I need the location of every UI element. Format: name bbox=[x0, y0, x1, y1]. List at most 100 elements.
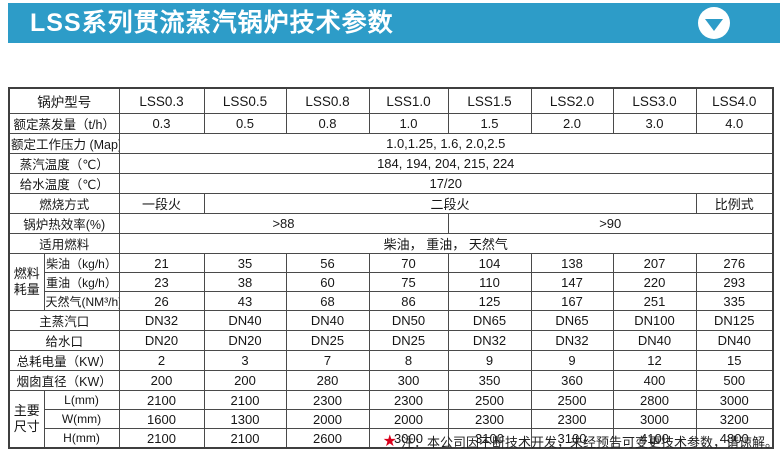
group-label: 燃料耗量 bbox=[8, 253, 45, 311]
row-label: 给水口 bbox=[8, 330, 120, 351]
spec-table-body: 锅炉型号 LSS0.3 LSS0.5 LSS0.8 LSS1.0 LSS1.5 LSS2.0… bbox=[8, 87, 774, 449]
cell-value: DN40 bbox=[612, 330, 697, 351]
cell-value: 2500 bbox=[530, 390, 614, 410]
cell-value: 4800 bbox=[695, 428, 774, 449]
row-label: 烟囱直径（KW） bbox=[8, 370, 120, 391]
column-header: LSS3.0 bbox=[612, 87, 697, 114]
cell-value: 2100 bbox=[203, 390, 287, 410]
sub-row-label: 柴油（kg/h） bbox=[43, 253, 120, 273]
row-label: 燃烧方式 bbox=[8, 193, 120, 214]
column-header: LSS0.5 bbox=[203, 87, 287, 114]
cell-value: DN100 bbox=[612, 310, 697, 331]
cell-value: 125 bbox=[447, 291, 532, 311]
cell-value: 4.0 bbox=[695, 113, 774, 134]
cell-value: 2 bbox=[118, 350, 205, 371]
cell-value: 比例式 bbox=[695, 193, 774, 214]
banner-title: LSS系列贯流蒸汽锅炉技术参数 bbox=[30, 9, 394, 37]
column-header: LSS4.0 bbox=[695, 87, 774, 114]
cell-value: 0.5 bbox=[203, 113, 287, 134]
cell-value: 43 bbox=[203, 291, 287, 311]
row-label: 适用燃料 bbox=[8, 233, 120, 254]
cell-value: DN20 bbox=[203, 330, 287, 351]
cell-value: 104 bbox=[447, 253, 532, 273]
table-row: 适用燃料 柴油， 重油， 天然气 bbox=[8, 233, 774, 254]
cell-value: DN32 bbox=[530, 330, 614, 351]
cell-value: 2800 bbox=[612, 390, 697, 410]
cell-value: 2000 bbox=[368, 409, 449, 429]
cell-value: 335 bbox=[695, 291, 774, 311]
cell-value: 2100 bbox=[118, 390, 205, 410]
cell-value: 4100 bbox=[612, 428, 697, 449]
cell-value: 110 bbox=[447, 272, 532, 292]
cell-value: 21 bbox=[118, 253, 205, 273]
cell-value: 138 bbox=[530, 253, 614, 273]
cell-value: 8 bbox=[368, 350, 449, 371]
footer-note: ★ 注：本公司因不断技术开发，未经预告可变更技术参数，请谅解。 bbox=[383, 432, 778, 451]
table-row: 蒸汽温度（℃） 184, 194, 204, 215, 224 bbox=[8, 153, 774, 174]
cell-value: 1.0 bbox=[368, 113, 449, 134]
cell-value: 2300 bbox=[447, 409, 532, 429]
column-header: LSS0.3 bbox=[118, 87, 205, 114]
cell-value: 3.0 bbox=[612, 113, 697, 134]
cell-value: 167 bbox=[530, 291, 614, 311]
cell-value: 7 bbox=[285, 350, 370, 371]
dropdown-button[interactable] bbox=[698, 7, 730, 39]
column-header: LSS0.8 bbox=[285, 87, 370, 114]
row-label: 锅炉型号 bbox=[8, 87, 120, 114]
cell-value: 0.8 bbox=[285, 113, 370, 134]
table-row: 主要尺寸 L(mm) 2100 2100 2300 2300 2500 2500 2800 300… bbox=[8, 390, 774, 449]
cell-value: 12 bbox=[612, 350, 697, 371]
cell-value: 1600 bbox=[118, 409, 205, 429]
table-row: 燃料耗量 柴油（kg/h） 21 35 56 70 104 138 207 276 bbox=[8, 253, 774, 311]
cell-value: 2100 bbox=[118, 428, 205, 449]
row-label: 锅炉热效率(%) bbox=[8, 213, 120, 234]
table-row: 烟囱直径（KW） 200 200 280 300 350 360 400 500 bbox=[8, 370, 774, 391]
table-row: 给水口 DN20 DN20 DN25 DN25 DN32 DN32 DN40 DN40 bbox=[8, 330, 774, 351]
cell-value: 1.5 bbox=[447, 113, 532, 134]
sub-row-label: 天然气(NM³/h) bbox=[43, 291, 120, 311]
cell-value: 2000 bbox=[285, 409, 370, 429]
table-row: 锅炉热效率(%) >88 >90 bbox=[8, 213, 774, 234]
cell-value: 56 bbox=[285, 253, 370, 273]
table-row: H(mm) 2100 2100 2600 3000 3100 3100 4100 4800 bbox=[9, 428, 774, 449]
cell-value: 68 bbox=[285, 291, 370, 311]
cell-value: 3000 bbox=[695, 390, 774, 410]
table-row: W(mm) 1600 1300 2000 2000 2300 2300 3000 3200 bbox=[9, 409, 774, 429]
star-icon: ★ bbox=[382, 432, 397, 450]
cell-value: 75 bbox=[368, 272, 449, 292]
group-label: 主要尺寸 bbox=[8, 390, 45, 449]
row-label: 额定蒸发量（t/h） bbox=[8, 113, 120, 134]
cell-value: 2100 bbox=[203, 428, 287, 449]
cell-value: 3 bbox=[203, 350, 287, 371]
cell-value: 15 bbox=[695, 350, 774, 371]
cell-value: 200 bbox=[203, 370, 287, 391]
cell-value: 2300 bbox=[285, 390, 370, 410]
chevron-down-icon bbox=[705, 18, 723, 31]
cell-value: 38 bbox=[203, 272, 287, 292]
cell-value: 60 bbox=[285, 272, 370, 292]
cell-value: DN125 bbox=[695, 310, 774, 331]
banner: LSS系列贯流蒸汽锅炉技术参数 bbox=[8, 3, 780, 43]
column-header: LSS1.5 bbox=[447, 87, 532, 114]
cell-value: DN65 bbox=[530, 310, 614, 331]
cell-value: 3100 bbox=[530, 428, 614, 449]
footer-note-text: 注：本公司因不断技术开发，未经预告可变更技术参数，请谅解。 bbox=[400, 435, 778, 450]
cell-value: DN50 bbox=[368, 310, 449, 331]
cell-value: 70 bbox=[368, 253, 449, 273]
cell-value: 9 bbox=[530, 350, 614, 371]
cell-value: 400 bbox=[612, 370, 697, 391]
cell-value: DN32 bbox=[447, 330, 532, 351]
cell-value: 184, 194, 204, 215, 224 bbox=[118, 153, 774, 174]
table-row: 锅炉型号 LSS0.3 LSS0.5 LSS0.8 LSS1.0 LSS1.5 LSS2.0… bbox=[8, 87, 774, 114]
cell-value: 2600 bbox=[285, 428, 370, 449]
cell-value: 200 bbox=[118, 370, 205, 391]
table-row: 天然气(NM³/h) 26 43 68 86 125 167 251 335 bbox=[9, 291, 774, 311]
cell-value: 350 bbox=[447, 370, 532, 391]
table-row: 总耗电量（KW） 2 3 7 8 9 9 12 15 bbox=[8, 350, 774, 371]
cell-value: DN32 bbox=[118, 310, 205, 331]
sub-row-label: 重油（kg/h） bbox=[43, 272, 120, 292]
cell-value: 35 bbox=[203, 253, 287, 273]
cell-value: >90 bbox=[447, 213, 774, 234]
column-header: LSS2.0 bbox=[530, 87, 614, 114]
